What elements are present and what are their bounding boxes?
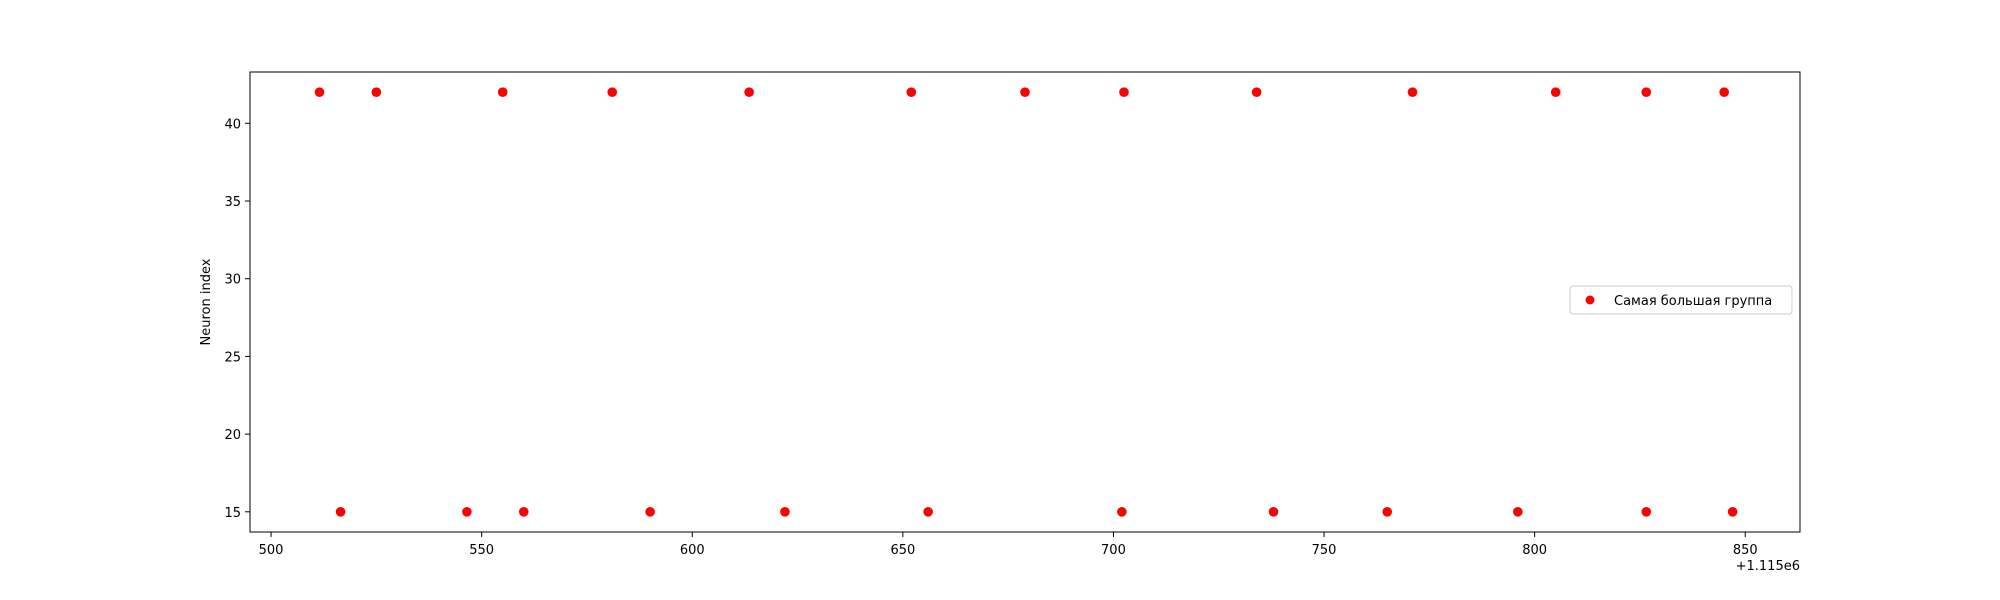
data-point [1512,506,1523,517]
y-axis-title: Neuron index [199,258,214,345]
data-point [462,506,472,517]
plot-area [314,87,1738,517]
data-point [744,87,754,98]
data-point [1268,506,1279,517]
data-point [607,87,618,98]
y-tick-label: 30 [224,273,241,288]
y-tick-label: 25 [224,350,241,365]
data-point [1727,506,1738,517]
x-tick-label: 600 [680,543,705,558]
data-point [1550,87,1561,98]
x-tick-label: 650 [890,543,915,558]
data-point [923,506,933,517]
data-point [906,87,917,98]
y-tick-label: 15 [224,506,241,521]
x-tick-label: 850 [1733,543,1758,558]
data-point [1407,87,1418,98]
data-point [371,87,382,98]
legend-marker [1585,295,1595,305]
y-tick-label: 35 [224,195,241,210]
y-tick-label: 40 [224,117,241,132]
data-point [1382,506,1393,517]
data-point [335,506,346,517]
axes-frame [249,71,1801,533]
x-tick-label: 700 [1101,543,1126,558]
legend-box [1569,285,1793,315]
data-point [1251,87,1262,98]
data-point [1020,87,1030,98]
legend-label: Самая большая группа [1614,294,1772,309]
data-point [1719,87,1729,98]
data-point [497,87,508,98]
data-point [1117,506,1127,517]
y-tick-label: 20 [224,428,241,443]
x-tick-label: 800 [1522,543,1547,558]
data-point [780,506,790,517]
x-tick-label: 750 [1312,543,1337,558]
legend: Самая большая группа [1569,285,1793,315]
x-axis: 500 550 600 650 700 750 800 850 [259,532,1758,558]
x-axis-offset-label: +1.115e6 [1736,559,1800,574]
data-point [645,506,655,517]
data-point [314,87,325,98]
data-point [518,506,529,517]
x-tick-label: 550 [469,543,494,558]
x-tick-label: 500 [259,543,284,558]
data-point [1641,506,1652,517]
y-axis: 15 20 25 30 35 40 [224,117,250,521]
data-point [1641,87,1652,98]
data-point [1119,87,1129,98]
